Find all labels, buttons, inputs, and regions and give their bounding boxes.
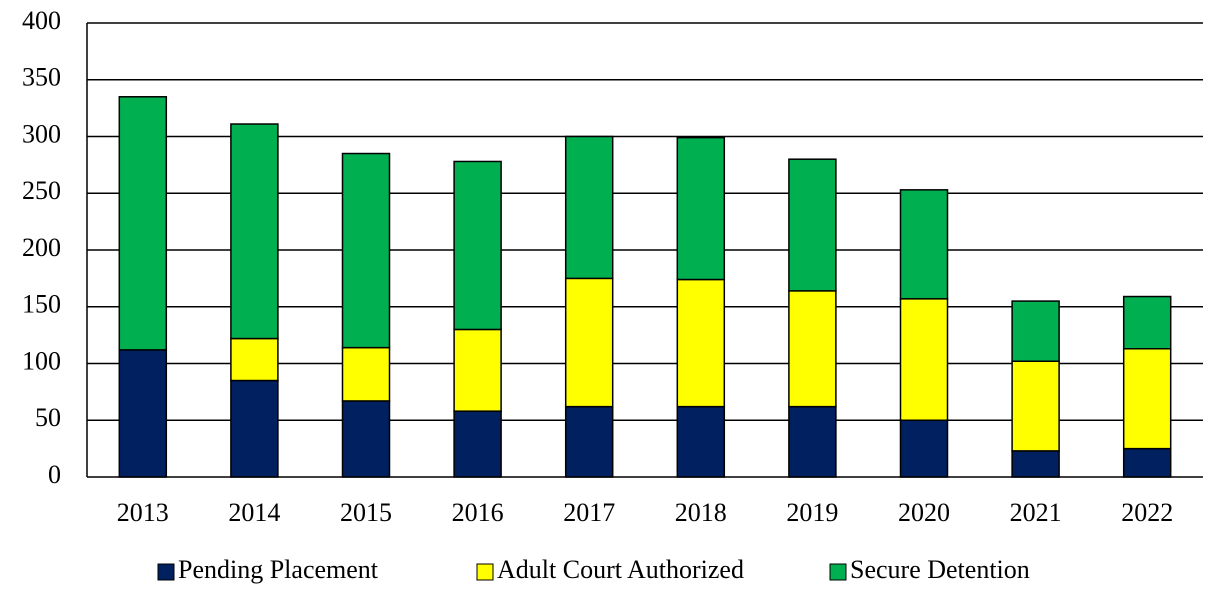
- bar-segment: [230, 123, 279, 340]
- bar-segment: [788, 158, 837, 292]
- x-tick-label: 2019: [786, 498, 838, 527]
- legend-swatch: [157, 563, 175, 581]
- y-tick-label: 50: [35, 403, 61, 432]
- bar-segment: [564, 277, 614, 408]
- bar-segment: [676, 136, 726, 281]
- bar-segment: [118, 96, 168, 351]
- bar-segment: [1122, 447, 1172, 478]
- bar-segment: [564, 135, 614, 280]
- y-tick-label: 400: [22, 6, 61, 35]
- legend-label: Adult Court Authorized: [497, 555, 744, 584]
- y-tick-label: 200: [22, 233, 61, 262]
- bar-segment: [453, 410, 502, 478]
- bar-segment: [1011, 360, 1060, 452]
- bar-segment: [1011, 300, 1060, 362]
- bar-segment: [453, 328, 502, 412]
- y-tick-label: 0: [48, 460, 61, 489]
- x-tick-label: 2013: [117, 498, 169, 527]
- bar-segment: [341, 400, 391, 478]
- legend-swatch: [829, 563, 847, 581]
- bar-segment: [118, 349, 168, 478]
- y-tick-label: 300: [22, 119, 61, 148]
- x-tick-label: 2021: [1010, 498, 1062, 527]
- bar-segment: [341, 346, 391, 402]
- x-tick-label: 2017: [563, 498, 615, 527]
- bar-segment: [230, 337, 279, 382]
- x-tick-label: 2018: [675, 498, 727, 527]
- y-tick-label: 350: [22, 63, 61, 92]
- x-tick-label: 2014: [228, 498, 280, 527]
- legend-swatch: [476, 563, 494, 581]
- bar-segment: [564, 405, 614, 478]
- bar-segment: [676, 278, 726, 408]
- bar-segment: [788, 405, 837, 478]
- x-tick-label: 2016: [452, 498, 504, 527]
- bar-segment: [899, 298, 949, 421]
- legend-label: Pending Placement: [178, 555, 379, 584]
- bar-segment: [341, 152, 391, 349]
- bar-segment: [788, 290, 837, 408]
- bar-segment: [1122, 347, 1172, 450]
- bar-segment: [453, 160, 502, 331]
- y-tick-label: 150: [22, 290, 61, 319]
- y-tick-label: 100: [22, 346, 61, 375]
- legend-label: Secure Detention: [850, 555, 1030, 584]
- bar-segment: [676, 405, 726, 478]
- x-tick-label: 2020: [898, 498, 950, 527]
- bar-segment: [1011, 450, 1060, 478]
- x-tick-label: 2022: [1121, 498, 1173, 527]
- x-tick-label: 2015: [340, 498, 392, 527]
- bar-segment: [899, 419, 949, 478]
- y-tick-label: 250: [22, 176, 61, 205]
- bar-segment: [230, 379, 279, 478]
- bar-segment: [1122, 295, 1172, 350]
- bar-segment: [899, 189, 949, 300]
